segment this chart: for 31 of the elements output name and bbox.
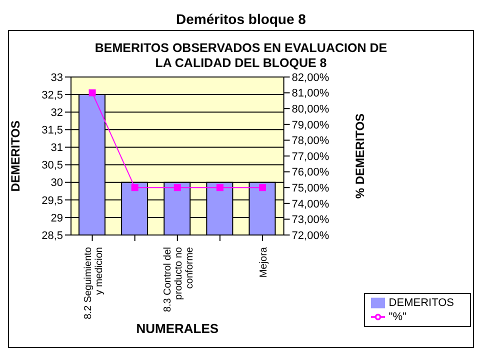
y-tick-label: 33 [50, 72, 63, 84]
y2-tick-label: 75,00% [292, 182, 330, 195]
y-tick-label: 32,5 [42, 89, 63, 102]
y-tick-label: 29 [50, 212, 63, 224]
y2-tick-label: 73,00% [292, 214, 330, 226]
x-tick-label: 8.2 Seguimiento y medicion [82, 246, 105, 320]
y2-tick-label: 72,00% [292, 230, 330, 242]
legend-label: DEMERITOS [388, 296, 454, 309]
y2-tick-label: 78,00% [292, 135, 330, 148]
y-tick-label: 32 [50, 107, 63, 120]
chart-title: Deméritos bloque 8 [175, 10, 307, 29]
y-tick-label: 31 [50, 142, 63, 154]
y2-tick-label: 77,00% [292, 150, 330, 163]
y-tick-label: 29,5 [42, 194, 63, 207]
y-axis-title: DEMERITOS [8, 120, 22, 192]
legend-label: "%" [388, 310, 406, 323]
y2-tick-label: 82,00% [292, 72, 330, 84]
x-axis-title: NUMERALES [136, 321, 219, 336]
x-tick-label: Mejora [258, 246, 270, 278]
y2-tick-label: 74,00% [292, 198, 330, 210]
y2-tick-label: 76,00% [292, 166, 330, 179]
y-tick-label: 30,5 [42, 160, 63, 172]
y2-tick-label: 79,00% [292, 119, 330, 132]
x-tick-label: 8.3 Control del producto no conforme [162, 246, 196, 312]
y-tick-label: 30 [50, 177, 63, 190]
chart-subtitle: BEMERITOS OBSERVADOS EN EVALUACION DE LA CALIDAD DEL BLOQUE 8 [94, 41, 388, 71]
y-tick-label: 28,5 [42, 230, 63, 242]
y-tick-label: 31,5 [42, 124, 63, 137]
y2-axis-title: % DEMERITOS [353, 113, 368, 199]
y2-tick-label: 81,00% [292, 88, 330, 100]
y2-tick-label: 80,00% [292, 104, 330, 116]
